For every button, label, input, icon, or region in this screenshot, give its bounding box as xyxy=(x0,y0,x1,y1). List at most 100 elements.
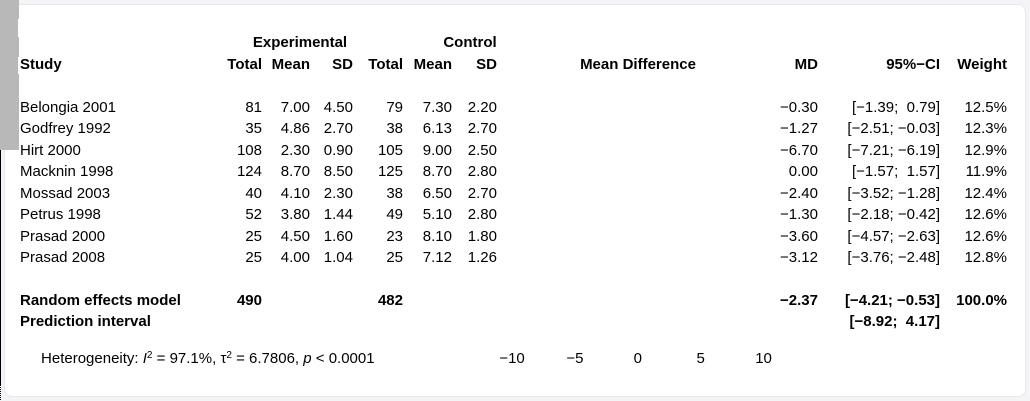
weight-value: 12.8% xyxy=(964,249,1007,266)
ctl-mean-value: 8.70 xyxy=(422,163,452,180)
x-tick-label: −5 xyxy=(566,350,584,367)
ctl-total-value: 105 xyxy=(377,141,403,159)
weight-value: 12.4% xyxy=(964,184,1007,202)
exp-total-value: 124 xyxy=(236,163,262,180)
exp-sd-value: 1.44 xyxy=(323,206,353,223)
exp-total-value: 40 xyxy=(245,184,262,202)
study-name: Macknin 1998 xyxy=(20,163,114,180)
ctl-total-value: 49 xyxy=(386,206,403,223)
weight-value: 12.5% xyxy=(964,98,1007,116)
effect-square xyxy=(0,74,19,93)
ci-value: [−4.57; −2.63] xyxy=(847,227,940,245)
het-tau-symbol: τ xyxy=(220,349,227,367)
exp-total-value: 25 xyxy=(245,249,262,266)
exp-total-value: 35 xyxy=(245,120,262,137)
x-tick-label: 5 xyxy=(696,350,705,367)
ctl-mean-value: 6.13 xyxy=(422,120,452,137)
ci-value: [−2.51; −0.03] xyxy=(847,120,940,137)
col-header-ctl-sd: SD xyxy=(476,55,497,73)
ctl-sd-value: 2.20 xyxy=(467,98,497,116)
het-tau-value: = 6.7806, xyxy=(231,349,304,367)
x-tick-label: 0 xyxy=(633,350,642,367)
exp-sd-value: 1.04 xyxy=(323,249,353,266)
exp-mean-value: 4.00 xyxy=(280,249,310,266)
study-name: Mossad 2003 xyxy=(20,184,111,202)
exp-sd-value: 4.50 xyxy=(323,98,353,116)
ctl-sd-value: 2.70 xyxy=(467,120,497,137)
exp-mean-value: 7.00 xyxy=(280,98,310,116)
exp-mean-value: 8.70 xyxy=(280,163,310,180)
exp-sd-value: 1.60 xyxy=(323,227,353,245)
study-name: Belongia 2001 xyxy=(20,98,116,116)
ctl-mean-value: 9.00 xyxy=(422,141,452,159)
exp-sd-value: 0.90 xyxy=(323,141,353,159)
md-value: −0.30 xyxy=(780,98,818,116)
col-header-exp-mean: Mean xyxy=(271,55,310,73)
study-name: Godfrey 1992 xyxy=(20,120,111,137)
col-header-mean-difference: Mean Difference xyxy=(580,55,696,73)
ci-value: [−3.52; −1.28] xyxy=(847,184,940,202)
ctl-mean-value: 5.10 xyxy=(422,206,452,223)
summary-md: −2.37 xyxy=(780,291,818,309)
ci-value: [−2.18; −0.42] xyxy=(847,206,940,223)
col-header-study: Study xyxy=(20,55,62,73)
col-header-exp-sd: SD xyxy=(332,55,353,73)
exp-mean-value: 4.86 xyxy=(280,120,310,137)
col-header-weight: Weight xyxy=(957,55,1007,73)
weight-value: 12.6% xyxy=(964,206,1007,223)
het-tau-sup: 2 xyxy=(226,349,232,361)
col-header-ci: 95%−CI xyxy=(886,55,940,73)
ctl-sd-value: 2.50 xyxy=(467,141,497,159)
exp-mean-value: 4.50 xyxy=(280,227,310,245)
prediction-row-label: Prediction interval xyxy=(20,312,151,330)
ctl-mean-value: 7.30 xyxy=(422,98,452,116)
x-tick-label: −10 xyxy=(499,350,525,367)
x-tick-label: 10 xyxy=(755,350,772,367)
ctl-total-value: 38 xyxy=(386,184,403,202)
weight-value: 11.9% xyxy=(965,163,1007,180)
ctl-total-value: 25 xyxy=(386,249,403,266)
md-value: −2.40 xyxy=(780,184,818,202)
col-header-exp-total: Total xyxy=(227,55,262,73)
prediction-ci: [−8.92; 4.17] xyxy=(849,312,940,330)
het-i-symbol: I xyxy=(142,349,147,367)
ctl-mean-value: 7.12 xyxy=(422,249,452,266)
weight-value: 12.6% xyxy=(964,227,1007,245)
summary-row-label: Random effects model xyxy=(20,291,181,309)
ci-value: [−1.39; 0.79] xyxy=(852,98,940,116)
ctl-sd-value: 1.26 xyxy=(467,249,497,266)
effect-square xyxy=(0,111,19,131)
exp-total-value: 52 xyxy=(245,206,262,223)
effect-square xyxy=(0,56,18,75)
study-name: Petrus 1998 xyxy=(20,206,101,223)
md-value: −1.30 xyxy=(780,206,818,223)
ctl-mean-value: 6.50 xyxy=(422,184,452,202)
md-value: −6.70 xyxy=(780,141,818,159)
md-value: 0.00 xyxy=(788,163,818,180)
exp-sd-value: 2.70 xyxy=(323,120,353,137)
md-value: −3.60 xyxy=(780,227,818,245)
summary-exp-total: 490 xyxy=(236,291,262,309)
exp-mean-value: 3.80 xyxy=(280,206,310,223)
study-name: Prasad 2008 xyxy=(20,249,106,266)
ctl-sd-value: 2.80 xyxy=(467,206,497,223)
study-name: Prasad 2000 xyxy=(20,227,106,245)
effect-square xyxy=(0,130,20,150)
ctl-total-value: 125 xyxy=(377,163,403,180)
col-header-ctl-total: Total xyxy=(368,55,403,73)
exp-total-value: 25 xyxy=(245,227,262,245)
col-header-ctl-mean: Mean xyxy=(413,55,452,73)
weight-value: 12.3% xyxy=(964,120,1007,137)
het-i-sup: 2 xyxy=(146,349,153,361)
exp-mean-value: 4.10 xyxy=(280,184,310,202)
md-value: −1.27 xyxy=(780,120,818,137)
exp-sd-value: 8.50 xyxy=(323,163,353,180)
summary-ctl-total: 482 xyxy=(377,291,403,309)
heterogeneity-note: Heterogeneity: I2 = 97.1%, τ2 = 6.7806, … xyxy=(16,335,375,383)
het-prefix: Heterogeneity: xyxy=(41,349,143,367)
col-group-control: Control xyxy=(443,33,497,51)
effect-square xyxy=(0,37,20,57)
het-p-value: < 0.0001 xyxy=(311,349,375,367)
